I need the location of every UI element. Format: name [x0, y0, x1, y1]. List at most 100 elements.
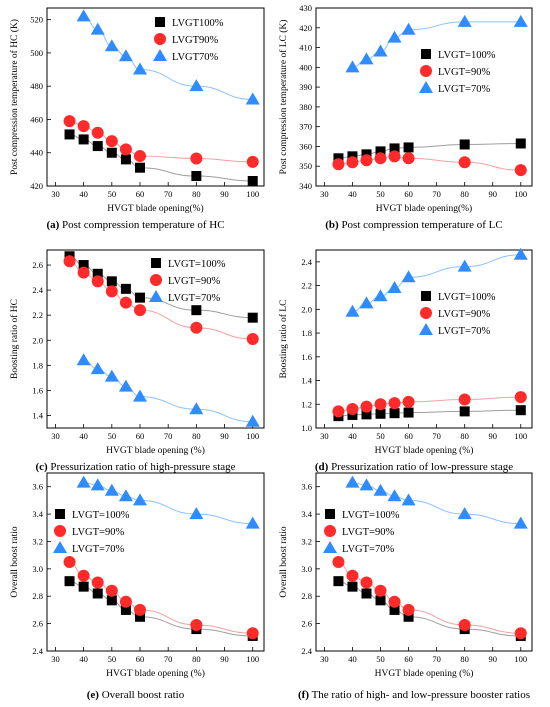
data-point-triangle — [104, 483, 119, 496]
x-tick-label: 90 — [220, 189, 229, 199]
data-point-square — [78, 581, 89, 592]
data-point-circle — [402, 395, 415, 408]
y-tick-label: 380 — [299, 102, 312, 112]
data-point-triangle — [76, 9, 91, 22]
data-point-square — [333, 576, 344, 587]
x-tick-label: 90 — [488, 431, 497, 441]
data-point-square — [64, 576, 75, 587]
plot-frame — [315, 7, 533, 187]
data-point-triangle — [387, 489, 402, 502]
data-point-square — [459, 139, 470, 150]
data-point-circle — [360, 400, 373, 413]
data-point-circle — [119, 296, 132, 309]
y-tick-label: 350 — [299, 161, 312, 171]
y-tick-label: 1.6 — [301, 352, 312, 362]
legend-marker-triangle — [149, 290, 163, 302]
data-point-square — [347, 581, 358, 592]
y-tick-label: 3.4 — [301, 509, 312, 519]
data-point-circle — [388, 595, 401, 608]
legend: LVGT=100% LVGT=90% LVGT=70% — [149, 258, 226, 304]
data-point-triangle — [76, 353, 91, 366]
y-tick-label: 1.8 — [301, 328, 312, 338]
data-point-square — [106, 595, 117, 606]
x-tick-label: 40 — [79, 431, 88, 441]
legend-entry: LVGT=90% — [72, 527, 124, 538]
data-point-triangle — [373, 289, 388, 302]
data-point-square — [403, 611, 414, 622]
legend-marker-circle — [154, 33, 166, 45]
data-point-triangle — [245, 414, 260, 427]
data-point-circle — [77, 120, 90, 133]
y-tick-label: 2.6 — [32, 260, 43, 270]
data-point-triangle — [118, 489, 133, 502]
series-line-triangle — [83, 359, 253, 423]
legend-marker-square — [151, 258, 161, 268]
data-point-circle — [91, 275, 104, 288]
x-tick-label: 50 — [376, 654, 385, 664]
data-point-circle — [246, 627, 259, 640]
y-tick-label: 2.6 — [32, 619, 43, 629]
data-point-circle — [91, 126, 104, 139]
y-axis-label: Post compression temperature of HC (K) — [9, 19, 20, 175]
data-point-square — [135, 611, 145, 622]
data-point-circle — [77, 266, 90, 279]
data-point-triangle — [90, 478, 105, 491]
caption-text: The ratio of high- and low-pressure boos… — [309, 689, 530, 701]
plot-frame — [46, 7, 265, 187]
x-tick-label: 40 — [79, 189, 88, 199]
data-point-circle — [63, 556, 76, 568]
y-tick-label: 2.2 — [32, 310, 43, 320]
legend-entry: LVGT=100% — [168, 259, 226, 270]
caption-label: (c) — [35, 461, 48, 473]
data-point-circle — [190, 321, 203, 334]
x-tick-label: 90 — [488, 189, 497, 199]
data-point-square — [403, 142, 414, 153]
data-point-triangle — [345, 475, 360, 488]
y-axis-label: Post compression temperature of LC (K) — [278, 20, 289, 175]
data-point-square — [389, 408, 400, 419]
data-point-square — [92, 141, 103, 152]
data-point-triangle — [118, 379, 133, 392]
data-point-circle — [246, 155, 259, 168]
y-tick-label: 2.0 — [301, 304, 312, 314]
y-tick-label: 3.2 — [301, 536, 312, 546]
data-point-square — [78, 134, 89, 145]
y-tick-label: 1.0 — [301, 423, 312, 433]
x-axis-label: HVGT blade opening (%) — [375, 445, 474, 456]
data-point-circle — [458, 156, 471, 169]
y-tick-label: 3.0 — [301, 564, 312, 574]
data-point-triangle — [133, 62, 147, 75]
x-tick-label: 30 — [320, 654, 329, 664]
data-point-square — [106, 147, 117, 158]
data-point-triangle — [359, 296, 374, 309]
data-point-square — [120, 154, 131, 165]
chart-panel-e: 30 40 50 60 70 80 90 100 2.4 2.6 2.8 3.0 3.2 3.4 3.6 HV… — [10, 472, 265, 701]
data-point-square — [403, 407, 414, 418]
x-axis-label: HVGT blade opening (%) — [375, 668, 474, 679]
caption-label: (d) — [315, 461, 329, 473]
data-point-square — [64, 129, 75, 140]
y-tick-label: 1.8 — [32, 360, 43, 370]
data-point-circle — [91, 576, 104, 589]
panel-caption: (c) Pressurization ratio of high-pressur… — [35, 461, 235, 473]
x-tick-label: 90 — [488, 654, 497, 664]
legend-entry: LVGT70% — [172, 52, 219, 63]
x-tick-label: 50 — [108, 654, 117, 664]
chart-panel-f: 30 40 50 60 70 80 90 100 2.4 2.6 2.8 3.0 3.2 3.4 3.6 HV… — [279, 472, 533, 701]
y-tick-label: 410 — [299, 43, 312, 53]
panel-caption: (e) Overall boost ratio — [87, 689, 185, 701]
data-point-square — [78, 260, 89, 271]
y-tick-label: 2.8 — [32, 591, 43, 601]
y-tick-label: 2.4 — [32, 646, 43, 656]
y-axis-label: Boosting ratio of LC — [278, 300, 289, 379]
legend-entry: LVGT90% — [172, 35, 219, 46]
data-point-triangle — [245, 92, 260, 105]
legend-marker-triangle — [53, 541, 67, 553]
data-point-circle — [134, 603, 146, 616]
data-point-circle — [514, 164, 527, 177]
data-point-triangle — [513, 516, 528, 529]
data-point-triangle — [345, 60, 360, 73]
y-tick-label: 3.6 — [301, 482, 312, 492]
chart-panel-a: 30 40 50 60 70 80 90 100 420 440 460 480 500 520 HVGT … — [9, 7, 265, 231]
x-tick-label: 90 — [220, 654, 229, 664]
